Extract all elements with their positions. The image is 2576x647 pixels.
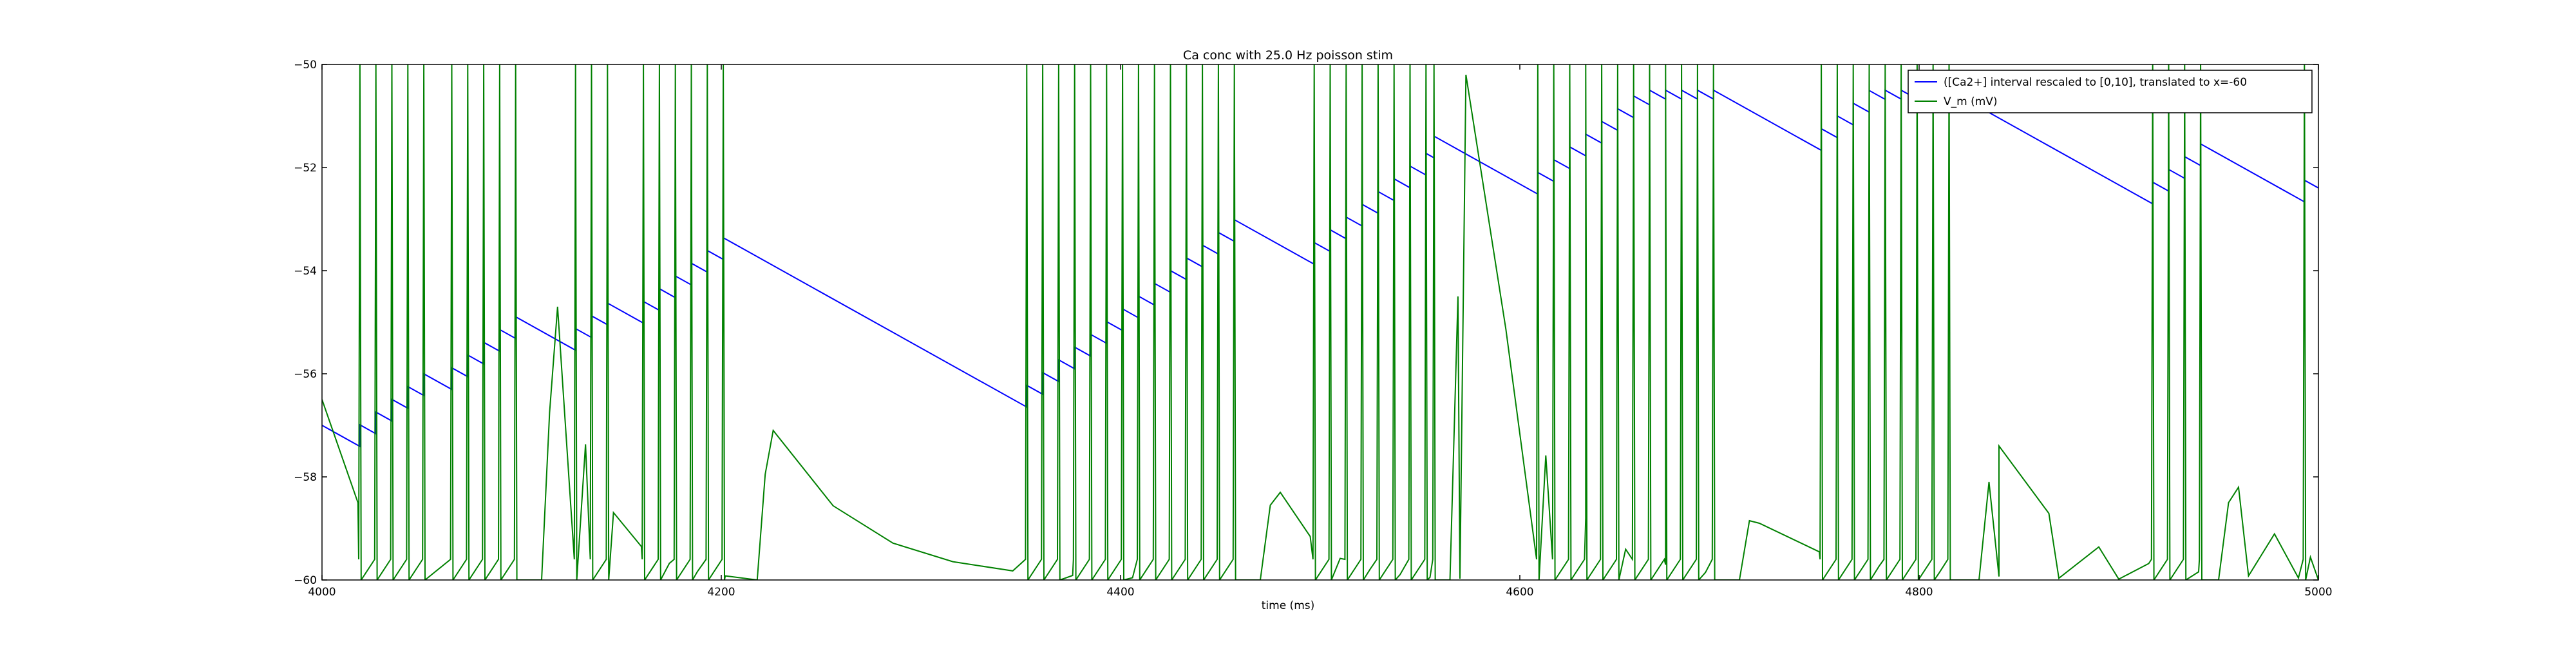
series-line-ca xyxy=(322,89,2318,448)
x-tick-label: 4200 xyxy=(707,586,735,599)
legend-label: V_m (mV) xyxy=(1944,95,1998,108)
x-tick-label: 4800 xyxy=(1905,586,1933,599)
chart-title: Ca conc with 25.0 Hz poisson stim xyxy=(1183,48,1393,63)
y-tick-label: −56 xyxy=(294,368,317,381)
series-line-vm xyxy=(322,64,2318,580)
legend: ([Ca2+] interval rescaled to [0,10], tra… xyxy=(1908,70,2313,113)
x-tick-label: 5000 xyxy=(2304,586,2332,599)
legend-box xyxy=(1908,70,2313,113)
y-tick-label: −60 xyxy=(294,574,317,587)
x-tick-label: 4000 xyxy=(308,586,336,599)
x-tick-label: 4400 xyxy=(1106,586,1134,599)
plot-frame xyxy=(321,64,2319,581)
y-tick-label: −58 xyxy=(294,471,317,484)
y-tick-label: −54 xyxy=(294,265,317,278)
legend-label: ([Ca2+] interval rescaled to [0,10], tra… xyxy=(1944,76,2247,89)
x-axis-label: time (ms) xyxy=(1262,599,1315,612)
plot-area xyxy=(322,64,2318,580)
y-tick-label: −50 xyxy=(294,59,317,72)
y-tick-label: −52 xyxy=(294,162,317,175)
x-tick-label: 4600 xyxy=(1506,586,1533,599)
axis-ticks: 4000 4200 4400 4600 4800 5000 −60 −58 −56 −54 −52 −… xyxy=(294,59,2333,599)
